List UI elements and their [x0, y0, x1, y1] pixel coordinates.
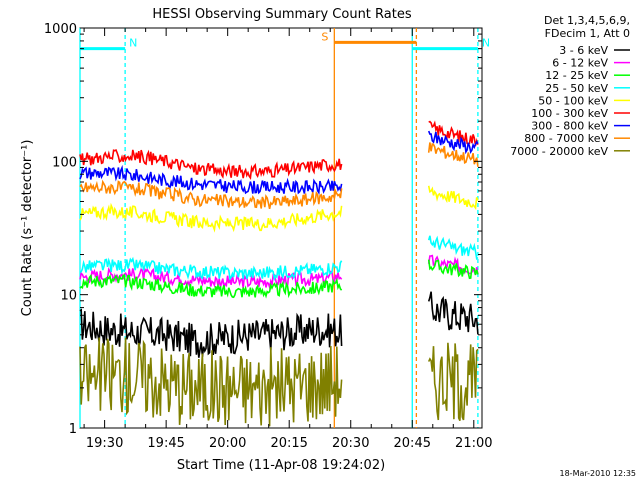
legend: Det 1,3,4,5,6,9, FDecim 1, Att 0 3 - 6 k…: [510, 14, 630, 158]
x-tick-label: 20:30: [332, 436, 369, 451]
x-tick-label: 20:45: [394, 436, 431, 451]
series-line: [79, 164, 343, 195]
legend-header-line2: FDecim 1, Att 0: [545, 27, 630, 40]
y-tick-label: 100: [52, 155, 77, 170]
annotation-label: S: [321, 30, 328, 43]
legend-header-line1: Det 1,3,4,5,6,9,: [544, 14, 630, 27]
y-tick-label: 1000: [44, 22, 77, 37]
y-axis-label: Count Rate (s⁻¹ detector⁻¹): [20, 140, 35, 317]
x-tick-label: 19:30: [86, 436, 123, 451]
series-line: [427, 259, 479, 280]
legend-label: 12 - 25 keV: [545, 69, 608, 82]
annotation-label: N: [482, 37, 490, 50]
legend-label: 100 - 300 keV: [531, 107, 608, 120]
legend-label: 3 - 6 keV: [559, 44, 608, 57]
footer-date: 18-Mar-2010 12:35: [560, 469, 637, 478]
series-line: [427, 185, 479, 210]
series-line: [79, 337, 343, 427]
series-line: [428, 120, 479, 146]
axis-layer: 19:30 19:45 20:00 20:15 20:30 20:45 21:00 1 10 10…: [44, 22, 493, 451]
y-tick-label: 1: [69, 422, 77, 437]
series-line: [427, 235, 479, 261]
series-line: [79, 149, 343, 180]
series-line: [427, 291, 479, 335]
x-tick-label: 20:00: [209, 436, 246, 451]
series-line: [427, 254, 479, 276]
x-tick-label: 20:15: [270, 436, 307, 451]
series-line: [79, 308, 343, 358]
series-line: [80, 256, 343, 282]
series-line: [79, 202, 343, 233]
series-line: [427, 130, 479, 155]
x-tick-label: 21:00: [455, 436, 492, 451]
x-axis-label: Start Time (11-Apr-08 19:24:02): [177, 458, 385, 473]
series-line: [427, 142, 479, 167]
series-line: [79, 273, 343, 299]
legend-label: 800 - 7000 keV: [524, 132, 608, 145]
y-tick-label: 10: [60, 289, 77, 304]
legend-label: 25 - 50 keV: [545, 82, 608, 95]
series-line: [79, 179, 343, 210]
series-line: [427, 342, 479, 422]
chart-title: HESSI Observing Summary Count Rates: [152, 7, 411, 22]
legend-label: 300 - 800 keV: [531, 120, 608, 133]
series-line: [79, 266, 343, 291]
series-layer: [79, 120, 479, 427]
x-tick-label: 19:45: [147, 436, 184, 451]
annotation-label: N: [129, 37, 137, 50]
legend-label: 50 - 100 keV: [538, 94, 608, 107]
legend-label: 6 - 12 keV: [552, 57, 608, 70]
legend-label: 7000 - 20000 keV: [510, 145, 608, 158]
